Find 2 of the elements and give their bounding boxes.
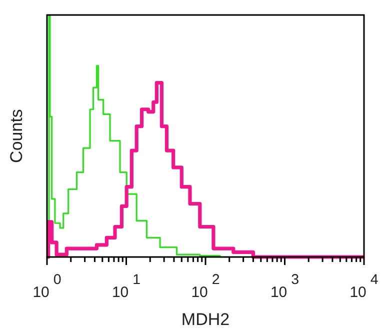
- y-axis-title: Counts: [7, 109, 26, 163]
- x-axis-title: MDH2: [181, 310, 230, 329]
